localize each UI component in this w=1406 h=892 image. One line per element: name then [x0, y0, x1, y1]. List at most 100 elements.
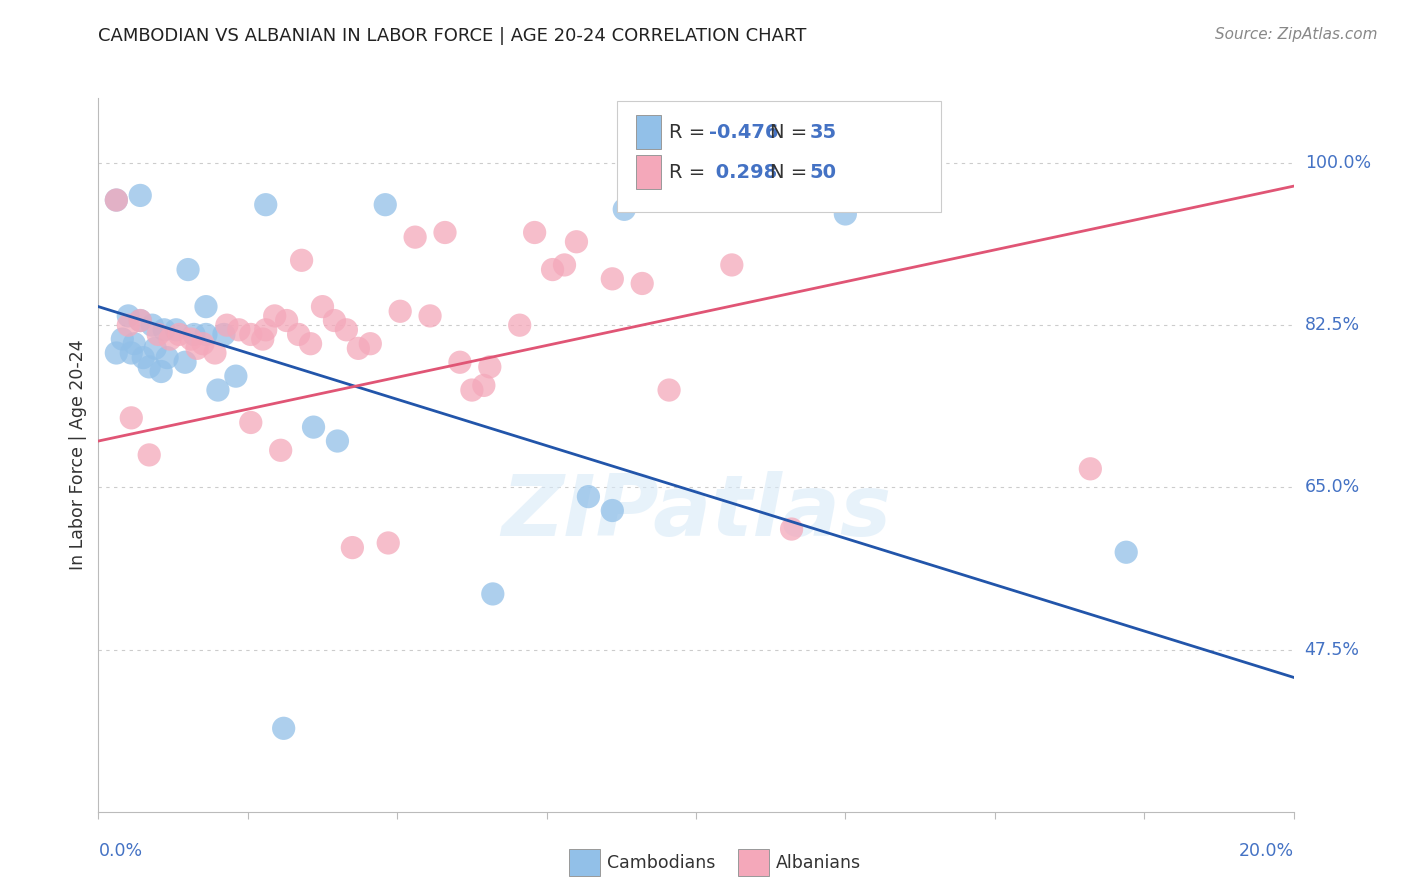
Point — [273, 721, 295, 735]
Point — [204, 346, 226, 360]
Text: -0.476: -0.476 — [709, 122, 778, 142]
Point — [404, 230, 426, 244]
Point — [377, 536, 399, 550]
Point — [254, 197, 277, 211]
Text: Source: ZipAtlas.com: Source: ZipAtlas.com — [1215, 27, 1378, 42]
Point — [433, 226, 456, 240]
Point — [576, 490, 599, 504]
Text: 47.5%: 47.5% — [1305, 640, 1360, 658]
Point — [323, 313, 346, 327]
Text: R =: R = — [669, 162, 711, 182]
Point — [174, 355, 197, 369]
Point — [302, 420, 325, 434]
Point — [419, 309, 441, 323]
Point — [565, 235, 588, 249]
Point — [207, 383, 229, 397]
Point — [359, 336, 381, 351]
Point — [150, 364, 173, 378]
Text: 20.0%: 20.0% — [1239, 842, 1294, 860]
Point — [194, 300, 218, 314]
Point — [299, 336, 322, 351]
Point — [1115, 545, 1137, 559]
Point — [254, 323, 277, 337]
Text: R =: R = — [669, 122, 711, 142]
Text: Cambodians: Cambodians — [607, 854, 716, 871]
Point — [509, 318, 531, 333]
Text: ZIPatlas: ZIPatlas — [501, 470, 891, 554]
Point — [105, 346, 128, 360]
Text: 65.0%: 65.0% — [1305, 478, 1360, 496]
Point — [165, 323, 187, 337]
Point — [159, 332, 181, 346]
Point — [153, 323, 176, 337]
Point — [148, 327, 170, 342]
Point — [212, 327, 235, 342]
Point — [129, 188, 152, 202]
Text: Albanians: Albanians — [776, 854, 862, 871]
Point — [143, 342, 166, 356]
Point — [117, 318, 139, 333]
Text: N =: N = — [770, 122, 814, 142]
Point — [481, 587, 503, 601]
Point — [834, 207, 856, 221]
Point — [263, 309, 285, 323]
Point — [105, 193, 128, 207]
Point — [478, 359, 501, 374]
Point — [613, 202, 636, 217]
Text: 50: 50 — [810, 162, 837, 182]
Point — [239, 416, 262, 430]
Point — [449, 355, 471, 369]
Point — [252, 332, 274, 346]
Point — [658, 383, 681, 397]
Point — [780, 522, 803, 536]
Text: CAMBODIAN VS ALBANIAN IN LABOR FORCE | AGE 20-24 CORRELATION CHART: CAMBODIAN VS ALBANIAN IN LABOR FORCE | A… — [98, 27, 807, 45]
Point — [290, 253, 312, 268]
Point — [215, 318, 238, 333]
Point — [1080, 462, 1102, 476]
Point — [472, 378, 495, 392]
Point — [523, 226, 546, 240]
Text: 0.0%: 0.0% — [98, 842, 142, 860]
Text: 0.298: 0.298 — [709, 162, 778, 182]
Point — [326, 434, 349, 448]
Point — [600, 503, 623, 517]
Point — [124, 336, 146, 351]
Point — [120, 410, 142, 425]
Point — [374, 197, 396, 211]
Y-axis label: In Labor Force | Age 20-24: In Labor Force | Age 20-24 — [69, 340, 87, 570]
Point — [461, 383, 484, 397]
Point — [129, 313, 152, 327]
Point — [105, 193, 128, 207]
Point — [287, 327, 309, 342]
Point — [141, 318, 163, 333]
Point — [389, 304, 412, 318]
Point — [225, 369, 247, 384]
Text: 100.0%: 100.0% — [1305, 154, 1371, 172]
Point — [180, 332, 202, 346]
Point — [156, 351, 179, 365]
Point — [347, 342, 370, 356]
Point — [117, 309, 139, 323]
Point — [335, 323, 357, 337]
Point — [129, 313, 152, 327]
Point — [311, 300, 333, 314]
Point — [270, 443, 292, 458]
Point — [600, 272, 623, 286]
Point — [186, 342, 208, 356]
Point — [541, 262, 564, 277]
Point — [167, 327, 190, 342]
Point — [631, 277, 654, 291]
Point — [138, 448, 160, 462]
Point — [191, 336, 214, 351]
Point — [720, 258, 742, 272]
Point — [120, 346, 142, 360]
Point — [183, 327, 205, 342]
Point — [132, 351, 155, 365]
Point — [239, 327, 262, 342]
Point — [111, 332, 134, 346]
Point — [177, 262, 200, 277]
Point — [276, 313, 298, 327]
Text: N =: N = — [770, 162, 814, 182]
Point — [138, 359, 160, 374]
Text: 82.5%: 82.5% — [1305, 316, 1360, 334]
